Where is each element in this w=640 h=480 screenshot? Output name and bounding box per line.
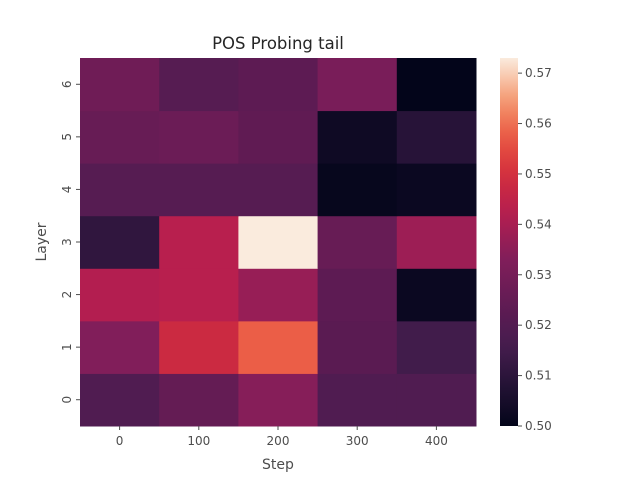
heatmap-cell xyxy=(317,110,398,164)
heatmap-cell xyxy=(80,163,160,217)
heatmap-cell xyxy=(317,163,398,217)
heatmap-cell xyxy=(396,268,477,322)
x-tick-label: 100 xyxy=(187,434,210,448)
heatmap-cell xyxy=(159,163,239,217)
heatmap-cell xyxy=(80,320,160,374)
colorbar-tick-label: 0.57 xyxy=(525,66,552,80)
heatmap-cell xyxy=(317,215,398,269)
colorbar-tick-label: 0.50 xyxy=(525,419,552,433)
colorbar-ticks: 0.50 0.51 0.52 0.53 0.54 0.55 0.56 0.57 xyxy=(518,66,552,433)
y-axis-ticks: 0 1 2 3 4 5 6 xyxy=(60,80,80,404)
y-tick-label: 2 xyxy=(60,291,74,299)
x-tick-label: 200 xyxy=(267,434,290,448)
heatmap-cell xyxy=(159,58,239,112)
heatmap-cell xyxy=(159,373,239,427)
heatmap-cell xyxy=(159,110,239,164)
x-axis-ticks: 0 100 200 300 400 xyxy=(116,426,448,448)
heatmap-cell xyxy=(80,268,160,322)
heatmap-cell xyxy=(317,320,398,374)
heatmap-cell xyxy=(396,215,477,269)
x-tick-label: 0 xyxy=(116,434,124,448)
heatmap-cell xyxy=(317,58,398,112)
heatmap-cell xyxy=(159,320,239,374)
y-tick-label: 3 xyxy=(60,238,74,246)
colorbar-tick-label: 0.53 xyxy=(525,268,552,282)
heatmap-cell xyxy=(238,163,319,217)
heatmap-cell xyxy=(80,110,160,164)
heatmap-cell xyxy=(317,268,398,322)
heatmap-cell xyxy=(238,215,319,269)
colorbar-tick-label: 0.51 xyxy=(525,369,552,383)
heatmap-cell xyxy=(80,215,160,269)
chart-title: POS Probing tail xyxy=(212,34,344,53)
heatmap-cell xyxy=(238,268,319,322)
heatmap-cell xyxy=(396,110,477,164)
heatmap-cell xyxy=(238,320,319,374)
heatmap-cell xyxy=(159,215,239,269)
heatmap-cell xyxy=(317,373,398,427)
heatmap-cell xyxy=(396,373,477,427)
colorbar-tick-label: 0.56 xyxy=(525,117,552,131)
heatmap-cell xyxy=(238,58,319,112)
heatmap-cell xyxy=(159,268,239,322)
heatmap-cell xyxy=(396,163,477,217)
colorbar xyxy=(500,58,518,426)
y-tick-label: 6 xyxy=(60,80,74,88)
heatmap-cell xyxy=(396,320,477,374)
heatmap-cell xyxy=(396,58,477,112)
y-axis-label: Layer xyxy=(34,222,50,261)
y-tick-label: 5 xyxy=(60,133,74,141)
heatmap-cell xyxy=(80,58,160,112)
colorbar-tick-label: 0.54 xyxy=(525,217,552,231)
heatmap-cell xyxy=(238,110,319,164)
heatmap-cell xyxy=(80,373,160,427)
x-tick-label: 400 xyxy=(425,434,448,448)
x-tick-label: 300 xyxy=(346,434,369,448)
heatmap-cells xyxy=(80,58,477,427)
colorbar-tick-label: 0.55 xyxy=(525,167,552,181)
y-tick-label: 1 xyxy=(60,343,74,351)
y-tick-label: 4 xyxy=(60,186,74,194)
y-tick-label: 0 xyxy=(60,396,74,404)
heatmap-cell xyxy=(238,373,319,427)
colorbar-tick-label: 0.52 xyxy=(525,318,552,332)
x-axis-label: Step xyxy=(262,457,294,473)
